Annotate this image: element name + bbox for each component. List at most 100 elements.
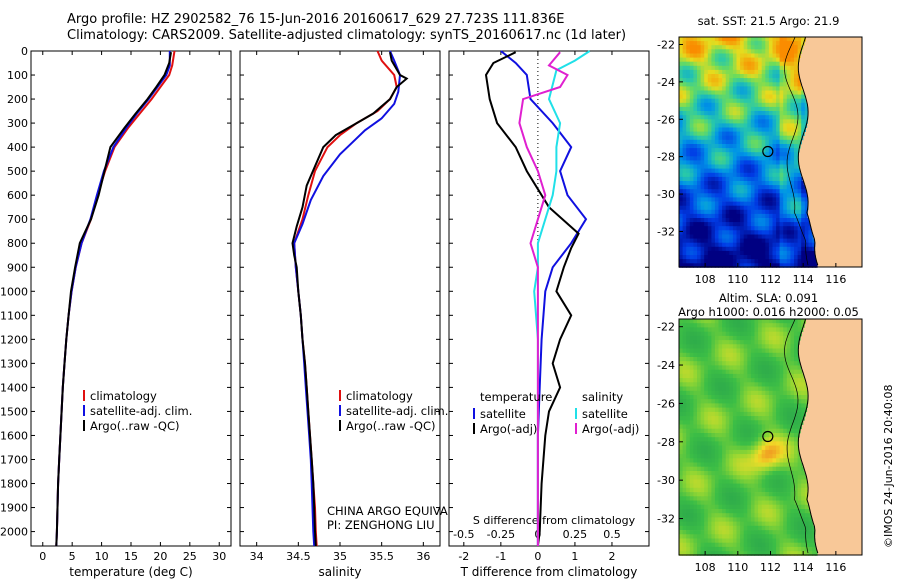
depth-tick-label: 1000 [0, 285, 28, 298]
x-tick-label-salinity: 35 [333, 550, 347, 563]
argo-position-marker [762, 430, 774, 443]
map-lon-label: 116 [825, 273, 846, 286]
map-lon-label: 110 [727, 273, 748, 286]
x-axis-label-salinity: salinity [318, 565, 361, 579]
top-axis-label: S difference from climatology [473, 514, 636, 527]
depth-tick-label: 1500 [0, 405, 28, 418]
map-lat-label: -28 [657, 151, 675, 164]
map-lon-label: 116 [825, 561, 846, 574]
x-tick-label-differences: -2 [458, 550, 469, 563]
map-lat-label: -26 [657, 397, 675, 410]
x-tick-label-differences: -1 [495, 550, 506, 563]
top-tick-label: -0.25 [487, 528, 515, 541]
depth-tick-label: 400 [7, 141, 28, 154]
panel-frame-salinity [239, 50, 441, 547]
map-lon-label: 110 [727, 561, 748, 574]
map-lon-label: 112 [760, 561, 781, 574]
map-title-sla-map: Altim. SLA: 0.091 [719, 291, 818, 305]
map-title-sst-map: sat. SST: 21.5 Argo: 21.9 [698, 14, 840, 28]
plot-title-line1: Argo profile: HZ 2902582_76 15-Jun-2016 … [67, 12, 565, 27]
legend-label-differences: Argo(-adj) [480, 422, 537, 436]
map-sst-map [679, 36, 862, 268]
legend-label-temperature: climatology [90, 389, 157, 403]
map-lat-label: -22 [657, 38, 675, 51]
argo-position-marker [762, 145, 774, 158]
x-tick-label-differences: 1 [571, 550, 578, 563]
x-tick-label-temperature: 15 [124, 550, 138, 563]
depth-tick-label: 1400 [0, 381, 28, 394]
legend-label-differences: satellite [582, 407, 628, 421]
x-tick-label-temperature: 0 [39, 550, 46, 563]
x-axis-label-differences: T difference from climatology [460, 565, 638, 579]
legend-label-temperature: satellite-adj. clim. [90, 404, 192, 418]
depth-tick-label: 2000 [0, 526, 28, 539]
top-tick-label: -0.5 [453, 528, 474, 541]
depth-tick-label: 1200 [0, 333, 28, 346]
top-tick-label: 0.5 [603, 528, 621, 541]
x-tick-label-temperature: 20 [153, 550, 167, 563]
legend-label-temperature: Argo(..raw -QC) [90, 419, 180, 433]
x-tick-label-temperature: 5 [69, 550, 76, 563]
map-lat-label: -30 [657, 188, 675, 201]
map-sla-map [679, 318, 862, 556]
series-line-salinity-2 [291, 52, 409, 547]
depth-tick-label: 600 [7, 189, 28, 202]
legend-label-differences: Argo(-adj) [582, 422, 639, 436]
imos-timestamp: ©IMOS 24-Jun-2016 20:40:08 [882, 384, 895, 548]
depth-tick-label: 300 [7, 117, 28, 130]
depth-tick-label: 1100 [0, 309, 28, 322]
map-lat-label: -24 [657, 359, 675, 372]
depth-tick-label: 100 [7, 69, 28, 82]
pi-annotation-line1: CHINA ARGO EQUIVALENT [327, 504, 478, 518]
legend-label-salinity: climatology [346, 389, 413, 403]
depth-tick-label: 1700 [0, 453, 28, 466]
depth-tick-label: 1300 [0, 357, 28, 370]
legend-label-salinity: satellite-adj. clim. [346, 404, 448, 418]
map-subtitle-sla-map: Argo h1000: 0.016 h2000: 0.05 [678, 305, 859, 319]
map-lon-label: 114 [793, 561, 814, 574]
map-lat-label: -32 [657, 225, 675, 238]
depth-tick-label: 200 [7, 93, 28, 106]
depth-tick-label: 1900 [0, 502, 28, 515]
map-lon-label: 108 [695, 273, 716, 286]
series-line-differences-3 [518, 51, 569, 546]
x-tick-label-salinity: 36 [416, 550, 430, 563]
series-line-temperature-2 [55, 52, 172, 547]
x-axis-label-temperature: temperature (deg C) [69, 565, 192, 579]
map-lat-label: -24 [657, 76, 675, 89]
depth-tick-label: 700 [7, 213, 28, 226]
x-tick-label-temperature: 10 [95, 550, 109, 563]
depth-tick-label: 1800 [0, 478, 28, 491]
plot-title-line2: Climatology: CARS2009. Satellite-adjuste… [67, 28, 627, 43]
coastline [797, 36, 819, 266]
map-lat-label: -28 [657, 436, 675, 449]
x-tick-label-salinity: 35.5 [369, 550, 394, 563]
legend-label-salinity: Argo(..raw -QC) [346, 419, 436, 433]
x-tick-label-salinity: 34.5 [286, 550, 311, 563]
x-tick-label-temperature: 30 [212, 550, 226, 563]
x-tick-label-temperature: 25 [183, 550, 197, 563]
depth-tick-label: 500 [7, 165, 28, 178]
map-lat-label: -26 [657, 113, 675, 126]
panel-frame-differences [448, 50, 650, 547]
pi-annotation-line2: PI: ZENGHONG LIU [327, 518, 435, 532]
depth-tick-label: 1600 [0, 429, 28, 442]
depth-tick-label: 800 [7, 237, 28, 250]
depth-contour [784, 36, 809, 266]
x-tick-label-differences: 0 [534, 550, 541, 563]
map-lon-label: 114 [793, 273, 814, 286]
legend-header-temperature: temperature [480, 390, 552, 404]
depth-contour [784, 318, 809, 554]
map-lat-label: -22 [657, 321, 675, 334]
coastline [797, 318, 819, 554]
map-lon-label: 112 [760, 273, 781, 286]
x-tick-label-differences: 2 [608, 550, 615, 563]
legend-header-salinity: salinity [582, 390, 623, 404]
depth-tick-label: 900 [7, 261, 28, 274]
top-tick-label: 0.25 [563, 528, 588, 541]
depth-tick-label: 0 [21, 45, 28, 58]
series-line-differences-1 [484, 51, 580, 547]
map-lon-label: 108 [695, 561, 716, 574]
panel-frame-temperature [30, 50, 232, 547]
